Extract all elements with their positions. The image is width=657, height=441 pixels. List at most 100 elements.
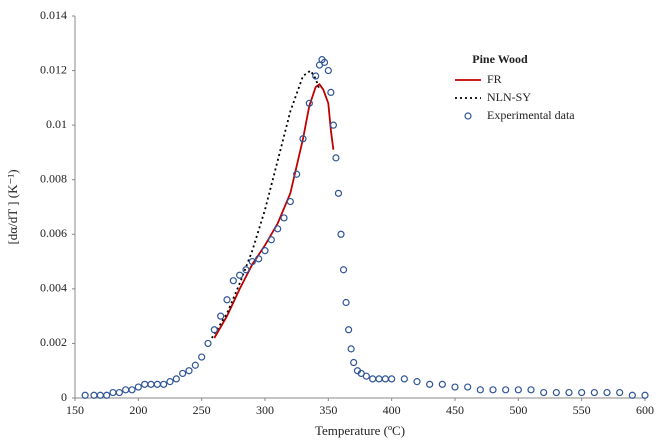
data-point	[210, 326, 218, 334]
data-point	[388, 375, 396, 383]
data-point	[185, 367, 193, 375]
data-point	[122, 386, 130, 394]
data-point	[438, 380, 446, 388]
data-point	[476, 386, 484, 394]
data-point	[628, 391, 636, 399]
data-point	[96, 391, 104, 399]
x-tick-label: 450	[446, 403, 464, 417]
data-point	[400, 375, 408, 383]
data-point	[345, 326, 353, 334]
y-tick-label: 0.002	[40, 335, 67, 349]
x-tick-label: 500	[509, 403, 527, 417]
y-tick-label: 0.012	[40, 62, 67, 76]
data-point	[464, 383, 472, 391]
data-point	[552, 388, 560, 397]
data-point	[248, 257, 256, 266]
legend-label: Experimental data	[487, 108, 575, 122]
data-point	[327, 88, 335, 97]
data-point	[451, 383, 459, 391]
data-point	[381, 375, 389, 383]
data-point	[320, 58, 329, 66]
data-point	[109, 388, 117, 397]
data-point	[179, 369, 187, 378]
y-tick-label: 0.004	[40, 281, 67, 295]
data-point	[217, 312, 225, 320]
legend-title: Pine Wood	[472, 52, 528, 66]
data-point	[293, 170, 301, 178]
data-point	[362, 372, 370, 380]
data-point	[514, 386, 522, 394]
x-tick-label: 350	[319, 403, 337, 417]
data-point	[305, 99, 313, 107]
data-point	[342, 298, 350, 307]
x-tick-label: 400	[383, 403, 401, 417]
data-point	[502, 386, 510, 394]
data-point	[641, 391, 649, 399]
data-point	[350, 358, 358, 367]
data-point	[286, 197, 294, 206]
data-point	[339, 266, 348, 274]
data-point	[128, 386, 136, 394]
data-point	[166, 378, 174, 386]
data-point	[337, 230, 345, 238]
y-tick-label: 0.006	[40, 226, 67, 240]
data-point	[90, 391, 98, 399]
data-point	[489, 386, 497, 394]
legend-marker	[464, 112, 472, 120]
data-point	[603, 388, 611, 397]
y-tick-label: 0.008	[40, 171, 67, 185]
data-point	[540, 388, 548, 397]
data-point	[223, 296, 231, 304]
data-point	[191, 361, 199, 369]
data-point	[578, 388, 586, 397]
data-point	[274, 225, 282, 233]
x-tick-label: 200	[129, 403, 147, 417]
series-line	[211, 69, 321, 339]
data-point	[565, 388, 573, 397]
x-tick-label: 550	[573, 403, 591, 417]
data-point	[255, 255, 263, 263]
data-point	[590, 388, 598, 397]
series-line	[213, 82, 335, 339]
legend-label: NLN-SY	[487, 90, 531, 104]
data-point	[153, 380, 161, 388]
data-point	[115, 388, 123, 397]
y-tick-label: 0	[61, 390, 67, 404]
data-point	[267, 236, 275, 244]
x-tick-label: 600	[636, 403, 654, 417]
data-point	[332, 154, 340, 162]
data-point	[229, 277, 237, 285]
data-point	[324, 66, 332, 75]
data-point	[413, 378, 421, 386]
data-point	[334, 189, 343, 197]
data-point	[312, 72, 320, 80]
x-tick-label: 150	[66, 403, 84, 417]
legend-label: FR	[487, 72, 502, 86]
data-point	[261, 247, 269, 255]
y-tick-label: 0.01	[46, 117, 67, 131]
data-point	[172, 375, 180, 383]
data-point	[134, 383, 142, 391]
x-tick-label: 300	[256, 403, 274, 417]
data-point	[280, 214, 288, 222]
data-point	[375, 375, 383, 383]
data-point	[616, 388, 624, 397]
data-point	[147, 380, 155, 388]
data-point	[329, 121, 337, 129]
data-point	[369, 375, 377, 383]
y-tick-label: 0.014	[40, 8, 67, 22]
data-point	[141, 380, 149, 388]
data-point	[426, 380, 434, 388]
data-point	[527, 386, 535, 394]
data-point	[236, 271, 244, 279]
data-point	[160, 380, 168, 388]
data-point	[204, 339, 212, 348]
x-tick-label: 250	[193, 403, 211, 417]
y-axis-label: [dα/dT ] (K⁻¹)	[5, 169, 20, 244]
data-point	[103, 391, 111, 399]
x-axis-label: Temperature (ºC)	[315, 423, 405, 438]
data-point	[81, 391, 89, 399]
data-point	[242, 266, 250, 274]
